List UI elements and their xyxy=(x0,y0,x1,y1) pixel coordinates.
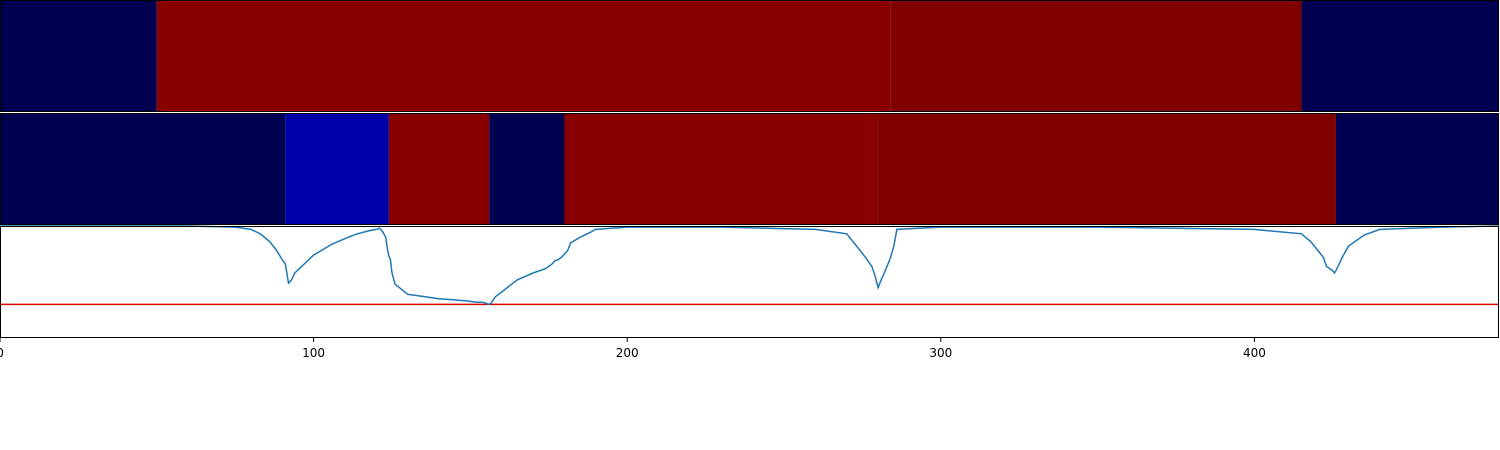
panel-frames xyxy=(0,0,1499,338)
heatmap-cell-r0-3 xyxy=(1301,0,1499,112)
x-tick-label-200: 200 xyxy=(616,346,639,360)
line-panel xyxy=(0,225,1500,306)
series-line xyxy=(0,225,1500,306)
heatmap-cell-r1-5 xyxy=(878,113,1336,225)
x-tick-label-100: 100 xyxy=(302,346,325,360)
heatmap-row-bottom xyxy=(0,113,1499,225)
panel-frame-1 xyxy=(0,113,1499,225)
heatmap-cell-r1-3 xyxy=(489,113,565,225)
heatmap-cell-r1-0 xyxy=(0,113,286,225)
x-tick-label-300: 300 xyxy=(929,346,952,360)
heatmap-cell-r1-1 xyxy=(285,113,389,225)
heatmap-cell-r1-2 xyxy=(388,113,490,225)
x-tick-label-400: 400 xyxy=(1243,346,1266,360)
heatmap-cell-r0-0 xyxy=(0,0,157,112)
heatmap-cell-r1-4 xyxy=(564,113,879,225)
heatmap-cell-r1-6 xyxy=(1335,113,1499,225)
heatmap-cell-r0-1 xyxy=(156,0,891,112)
heatmap-cell-r0-2 xyxy=(890,0,1302,112)
x-axis: 0 100 200 300 400 xyxy=(0,338,1266,360)
panel-frame-2 xyxy=(0,226,1499,338)
heatmap-row-top xyxy=(0,0,1499,112)
panel-frame-0 xyxy=(0,0,1499,112)
x-tick-label-0: 0 xyxy=(0,346,4,360)
